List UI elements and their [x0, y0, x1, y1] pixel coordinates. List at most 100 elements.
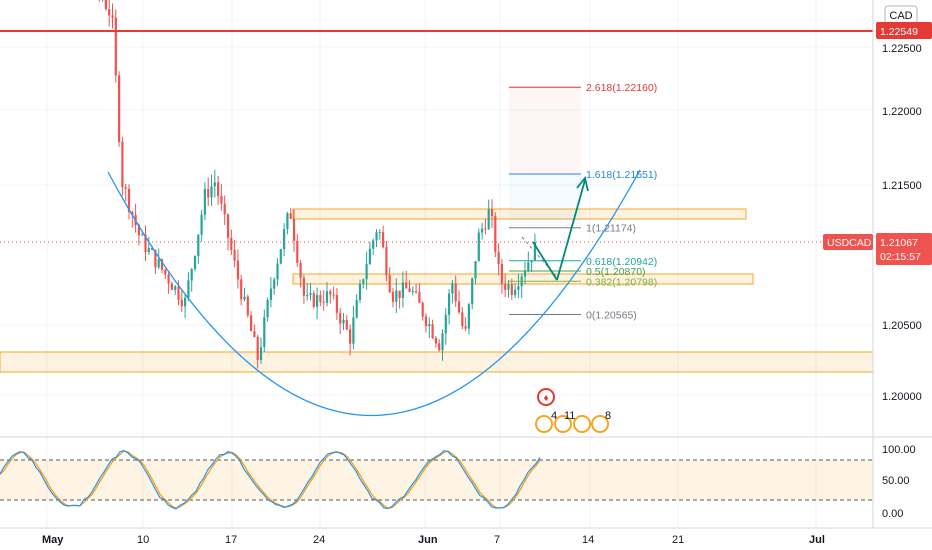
candle-body	[487, 209, 490, 229]
candle-body	[127, 188, 131, 212]
candle-body	[220, 195, 223, 204]
candle-body	[322, 301, 325, 303]
candle-body	[296, 240, 299, 263]
x-tick-may: May	[42, 534, 64, 546]
candle-body	[467, 304, 470, 329]
candle-body	[362, 279, 365, 284]
resistance-price-label: 1.22549	[880, 26, 918, 38]
candle-body	[302, 277, 305, 296]
fib-level-label: 0.382(1.20798)	[586, 276, 657, 288]
candle-body	[401, 282, 404, 298]
candle-body	[164, 269, 167, 275]
osc-k-line	[0, 449, 541, 510]
candle-body	[269, 288, 272, 300]
candle-body	[256, 337, 259, 361]
candle-body	[500, 264, 503, 284]
candle-body	[408, 288, 411, 292]
candle-body	[200, 214, 203, 235]
candle-body	[283, 228, 286, 250]
candle-body	[332, 294, 335, 296]
y-tick-2: 1.22000	[882, 106, 922, 118]
candle-body	[223, 203, 226, 215]
candle-body	[190, 268, 193, 281]
event-count-2: 11	[564, 410, 575, 422]
candle-body	[104, 0, 107, 10]
candle-body	[523, 271, 527, 277]
candle-body	[131, 211, 134, 215]
candle-body	[292, 218, 296, 241]
fib-level-label: 0(1.20565)	[586, 309, 637, 321]
time-axis[interactable]: May 10 17 24 Jun 7 14 21 Jul	[0, 527, 932, 546]
price-axis[interactable]: CAD 1.22549 1.22500 1.22000 1.21500 1.20…	[823, 0, 932, 528]
candle-body	[213, 182, 216, 187]
candle-body	[411, 291, 414, 293]
fib-level-label: 0.5(1.20870)	[586, 266, 646, 278]
candle-body	[434, 338, 437, 344]
candle-body	[372, 240, 375, 249]
osc-tick-3: 0.00	[882, 508, 903, 520]
candle-body	[141, 234, 144, 236]
candle-body	[289, 213, 292, 219]
candle-body	[444, 314, 447, 334]
y-tick-4: 1.20500	[882, 320, 922, 332]
candle-body	[510, 284, 513, 295]
support-resistance-zones[interactable]	[0, 208, 874, 373]
candle-body	[266, 299, 269, 318]
candle-body	[154, 249, 157, 268]
zone-lower	[0, 351, 874, 373]
candle-body	[118, 75, 121, 142]
candle-body	[184, 297, 187, 307]
candle-body	[319, 295, 322, 302]
candle-body	[306, 295, 309, 297]
fib-level-label: 2.618(1.22160)	[586, 82, 657, 94]
candle-body	[497, 252, 500, 265]
candle-body	[151, 248, 154, 250]
price-grid	[0, 0, 873, 528]
fib-target-shade-blue	[509, 174, 581, 226]
projection-up	[556, 179, 586, 281]
osc-d-line	[0, 450, 541, 509]
event-count-3: 8	[605, 410, 611, 422]
candle-body	[375, 232, 378, 241]
candle-body	[203, 189, 206, 215]
candles	[52, 0, 536, 369]
rounding-bottom-arc[interactable]	[107, 169, 641, 416]
candle-body	[210, 186, 213, 198]
y-tick-3: 1.21500	[882, 180, 922, 192]
candle-body	[259, 347, 263, 361]
candle-body	[507, 284, 510, 290]
projection-path[interactable]	[521, 175, 589, 281]
candle-body	[391, 292, 395, 302]
candle-body	[124, 187, 127, 189]
candle-body	[217, 182, 220, 196]
candle-body	[240, 279, 243, 300]
candle-body	[226, 214, 230, 238]
candle-body	[454, 283, 457, 302]
candle-body	[448, 293, 451, 315]
y-tick-1: 1.22500	[882, 43, 922, 55]
osc-band	[0, 460, 873, 500]
candle-body	[461, 312, 464, 327]
fib-level-label: 0.618(1.20942)	[586, 256, 657, 268]
candle-body	[167, 274, 170, 284]
candle-body	[273, 279, 276, 289]
candle-body	[339, 312, 342, 324]
fib-target-shade-red	[509, 86, 581, 174]
stochastic-oscillator[interactable]	[0, 436, 932, 510]
candle-body	[236, 260, 239, 280]
us-flag-icon	[554, 415, 572, 433]
event-count-1: 4	[551, 410, 557, 422]
fib-extension[interactable]: 2.618(1.22160) 1.618(1.21551) 1(1.21174) 0.…	[509, 82, 657, 321]
fib-level-label: 1(1.21174)	[586, 223, 636, 235]
candle-body	[299, 262, 302, 278]
last-price-label: 1.21067	[880, 237, 918, 249]
symbol-label: USDCAD	[827, 237, 872, 249]
candle-body	[187, 280, 190, 298]
candle-body	[395, 290, 398, 302]
candle-body	[111, 15, 114, 18]
events[interactable]: ♦ 4 11 8	[535, 388, 611, 433]
candle-body	[484, 228, 487, 230]
candle-body	[180, 299, 183, 307]
candle-body	[253, 331, 256, 338]
